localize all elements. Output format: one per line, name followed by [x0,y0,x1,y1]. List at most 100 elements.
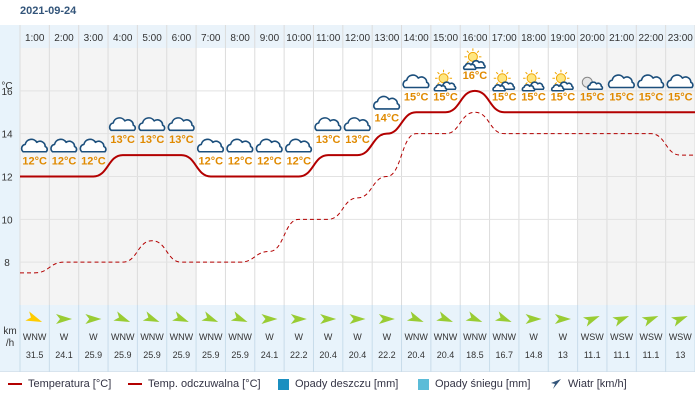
wind-direction-label: W [559,332,568,342]
hour-label: 19:00 [550,33,575,44]
legend-rain[interactable]: Opady deszczu [mm] [278,378,398,390]
wind-arrow-icon [113,311,131,322]
cloud-icon [226,138,254,153]
wind-arrow-icon [290,314,307,324]
wind-arrow-icon [641,316,659,327]
temp-data-label: 15°C [404,91,429,103]
wind-arrow-icon [582,316,600,327]
hour-label: 17:00 [492,33,517,44]
wind-arrow-icon [494,311,512,322]
hour-label: 6:00 [172,33,192,44]
wind-direction-label: WNW [199,332,223,342]
wind-speed-label: 22.2 [290,350,308,360]
hour-label: 5:00 [142,33,162,44]
cloud-icon [285,138,313,153]
temp-data-label: 16°C [463,70,488,82]
wind-speed-label: 25.9 [143,350,161,360]
temp-data-label: 13°C [140,134,165,146]
cloud-icon [314,117,342,132]
legend-snow[interactable]: Opady śniegu [mm] [418,378,530,390]
hour-label: 15:00 [433,33,458,44]
cloud-icon [373,95,401,110]
hour-label: 21:00 [609,33,634,44]
cloud-icon [607,74,635,89]
wind-arrow-icon [554,314,571,324]
wind-direction-label: WNW [170,332,194,342]
temp-data-label: 12°C [287,156,312,168]
temp-data-label: 12°C [81,156,106,168]
legend-feels[interactable]: Temp. odczuwalna [°C] [128,378,261,390]
wind-speed-label: 11.1 [643,350,660,360]
wind-direction-label: WNW [404,332,428,342]
wind-speed-label: 25.9 [114,350,132,360]
hour-label: 16:00 [462,33,487,44]
sun-cloud-icon [521,69,545,92]
wind-direction-label: W [353,332,362,342]
sun-cloud-icon [433,69,457,92]
hour-label: 14:00 [404,33,429,44]
wind-speed-label: 16.7 [495,350,513,360]
cloud-icon [402,74,430,89]
wind-direction-label: WNW [111,332,135,342]
hour-label: 9:00 [260,33,280,44]
wind-unit-label-2: /h [6,338,14,349]
wind-speed-label: 24.1 [261,350,279,360]
legend-wind[interactable]: Wiatr [km/h] [550,378,627,390]
hour-label: 1:00 [25,33,45,44]
hour-label: 3:00 [84,33,104,44]
wind-speed-label: 24.1 [55,350,73,360]
wind-speed-label: 11.1 [613,350,630,360]
legend-snow-swatch [418,378,429,390]
legend-temp[interactable]: Temperatura [°C] [8,378,111,390]
hour-label: 8:00 [230,33,250,44]
wind-arrow-icon [320,314,337,324]
legend-snow-label: Opady śniegu [mm] [435,378,531,390]
hour-label: 7:00 [201,33,221,44]
wind-speed-label: 18.5 [466,350,484,360]
wind-arrow-icon [56,314,73,324]
y-tick-label: 10 [1,215,13,226]
temp-data-label: 12°C [228,156,253,168]
wind-speed-label: 25.9 [202,350,220,360]
wind-speed-label: 11.1 [584,350,601,360]
wind-speed-label: 20.4 [349,350,367,360]
wind-direction-label: W [324,332,333,342]
cloud-icon [79,138,107,153]
temp-data-label: 12°C [198,156,223,168]
temp-data-label: 14°C [375,113,400,125]
wind-arrow-icon [201,311,219,322]
wind-direction-label: WSW [581,332,604,342]
wind-arrow-icon [85,314,102,324]
temp-data-label: 15°C [492,91,517,103]
legend-feels-label: Temp. odczuwalna [°C] [148,378,261,390]
temp-data-label: 13°C [345,134,370,146]
hour-label: 18:00 [521,33,546,44]
legend-feels-swatch [128,383,142,385]
temp-data-label: 15°C [580,91,605,103]
cloud-icon [343,117,371,132]
legend-rain-label: Opady deszczu [mm] [295,378,399,390]
wind-speed-label: 14.8 [525,350,543,360]
wind-direction-label: W [89,332,98,342]
wind-direction-label: WNW [140,332,164,342]
y-tick-label: 14 [1,130,13,141]
hour-label: 10:00 [286,33,311,44]
wind-speed-label: 20.4 [319,350,337,360]
wind-arrow-icon [465,311,483,322]
temp-data-label: 15°C [609,91,634,103]
date-title: 2021-09-24 [20,5,77,17]
cloud-icon [196,138,225,153]
legend-rain-swatch [278,378,289,390]
wind-direction-label: WNW [23,332,47,342]
legend-temp-label: Temperatura [°C] [28,378,112,390]
temp-data-label: 12°C [52,156,77,168]
sun-cloud-icon [492,69,516,92]
cloud-icon [108,117,137,132]
temp-data-label: 15°C [521,91,546,103]
wind-arrow-icon [436,311,453,322]
cloud-icon [20,138,49,153]
wind-speed-label: 20.4 [437,350,455,360]
sun-cloud-icon [462,48,486,71]
cloud-icon [50,138,78,153]
cloud-icon [637,74,665,89]
